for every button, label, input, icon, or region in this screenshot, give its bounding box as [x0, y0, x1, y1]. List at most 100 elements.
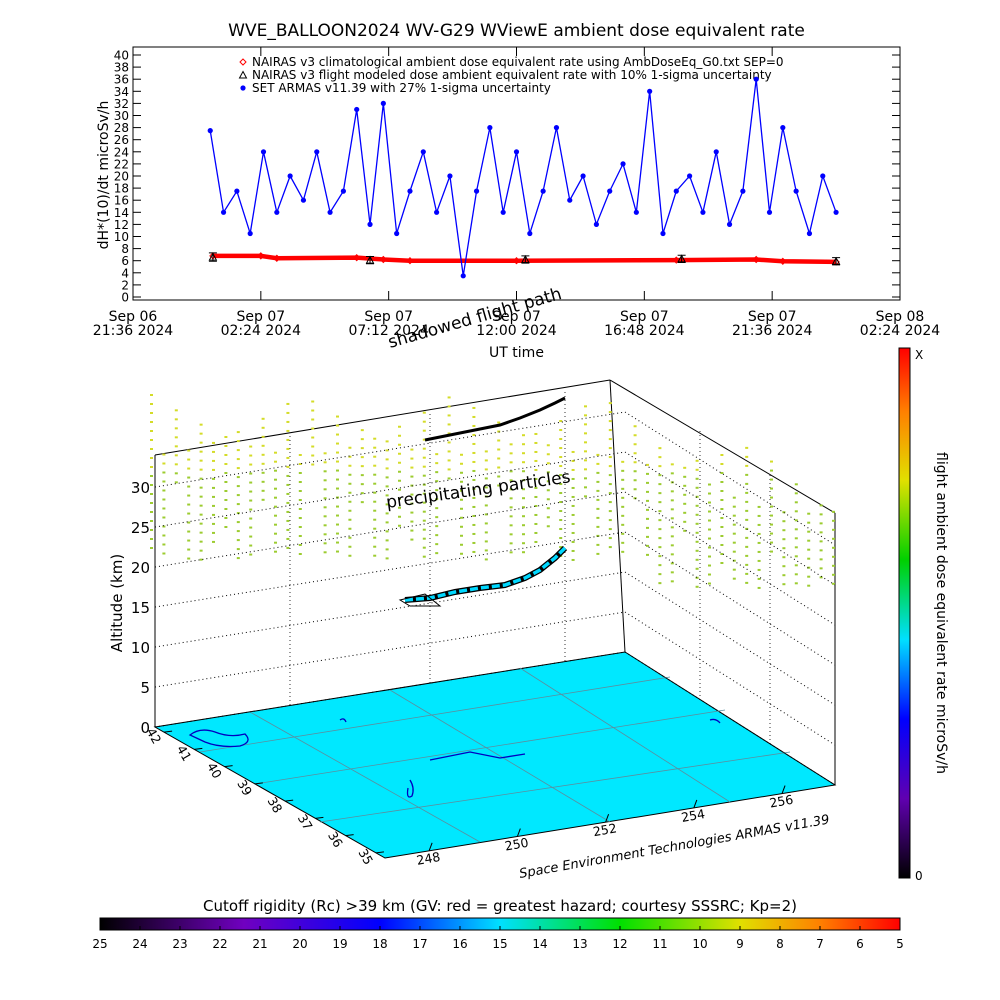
point: [512, 256, 521, 265]
point: [340, 188, 346, 194]
colorbar-tick-label: 23: [172, 937, 187, 951]
point: [500, 209, 506, 215]
colorbar-tick-label: 17: [412, 937, 427, 951]
y-tick-label: 38: [265, 794, 286, 815]
y-tick-label: 10: [114, 230, 129, 244]
point: [820, 173, 826, 179]
colorbar-tick-label: 14: [532, 937, 547, 951]
y-tick-label: 28: [114, 121, 129, 135]
z-tick-label: 5: [140, 679, 150, 697]
point: [672, 256, 680, 264]
point: [607, 188, 613, 194]
x-tick-label: 250: [504, 835, 530, 854]
floor-feature: [709, 718, 721, 724]
point: [513, 149, 520, 155]
colorbar-tick-label: 5: [896, 937, 904, 951]
colorbar-title: flight ambient dose equivalent rate micr…: [933, 452, 949, 774]
grid-line: [154, 611, 626, 688]
legend-label: NAIRAS v3 climatological ambient dose eq…: [252, 55, 784, 69]
z-tick-label: 20: [131, 559, 150, 577]
grid-line: [154, 651, 626, 728]
colorbar-tick-label: 18: [372, 937, 387, 951]
y-tick-label: 14: [114, 206, 129, 220]
colorbar-tick-label: 6: [856, 937, 864, 951]
y-tick-label: 2: [121, 278, 129, 292]
y-tick-label: 39: [234, 777, 255, 798]
x-tick: [693, 799, 698, 809]
grid-line: [624, 531, 836, 666]
legend-marker: [239, 58, 247, 66]
x-tick-label: Sep 07: [620, 309, 669, 325]
point: [620, 161, 626, 167]
point: [407, 188, 413, 194]
colorbar-tick-label: 21: [252, 937, 267, 951]
colorbar-tick-label: 8: [776, 937, 784, 951]
colorbar-tick-label: 19: [332, 937, 347, 951]
y-tick: [375, 851, 384, 854]
y-tick-label: 22: [114, 157, 129, 171]
point: [540, 188, 546, 194]
x-tick-label: 16:48 2024: [604, 323, 685, 339]
flight-path-outline: [404, 545, 568, 603]
point: [713, 149, 719, 155]
x-tick: [781, 785, 786, 794]
colorbar-tick-label: 15: [492, 937, 507, 951]
floor-grid-line: [319, 751, 791, 823]
grid-line: [624, 611, 836, 746]
legend-label: NAIRAS v3 flight modeled dose ambient eq…: [252, 68, 772, 82]
point: [247, 230, 253, 237]
x-tick-label: Sep 07: [237, 309, 286, 325]
y-tick-label: 38: [114, 61, 129, 75]
y-tick-label: 6: [121, 254, 129, 268]
point: [394, 230, 400, 237]
grid-line: [624, 491, 836, 626]
x-tick-label: Sep 08: [876, 309, 925, 325]
y-tick-label: 8: [121, 242, 129, 256]
x-tick-label: Sep 06: [109, 309, 158, 325]
legend-marker: [240, 85, 246, 91]
point: [379, 255, 388, 264]
point: [580, 173, 586, 179]
flight-path-start: [398, 593, 442, 607]
vertical-colorbar: [898, 347, 911, 879]
point: [726, 221, 733, 227]
legend-marker: [238, 70, 248, 79]
point: [567, 197, 573, 203]
point: [365, 255, 375, 264]
point: [327, 209, 333, 215]
point: [353, 253, 361, 262]
point: [687, 173, 693, 179]
floor-feature: [429, 751, 526, 761]
z-tick-label: 25: [131, 519, 150, 537]
plot-3d: [150, 379, 837, 859]
y-tick-label: 0: [121, 291, 129, 305]
point: [220, 209, 227, 215]
y-tick-label: 24: [114, 145, 129, 159]
point: [753, 76, 759, 82]
x-tick-label: 248: [415, 849, 441, 868]
annotation: precipitating particles: [385, 467, 572, 513]
point: [673, 188, 679, 194]
point: [447, 173, 453, 179]
point: [367, 221, 373, 227]
point: [766, 209, 773, 215]
y-tick-label: 40: [114, 49, 129, 63]
colorbar-tick-label: 10: [692, 937, 707, 951]
y-tick-label: 26: [114, 133, 129, 147]
y-tick-label: 30: [114, 109, 129, 123]
grid-line: [154, 571, 626, 648]
point: [633, 209, 639, 215]
x-tick-label: 254: [680, 806, 706, 825]
point: [460, 273, 466, 279]
colorbar-tick-label: 16: [452, 937, 467, 951]
point: [300, 197, 307, 203]
x-tick-label: Sep 07: [492, 309, 541, 325]
particles: [150, 394, 835, 589]
floor-grid: [199, 667, 791, 843]
colorbar-title: Cutoff rigidity (Rc) >39 km (GV: red = g…: [203, 897, 797, 915]
point: [487, 125, 493, 131]
flight-path-shadow: [424, 396, 566, 442]
y-tick-label: 35: [355, 846, 376, 867]
